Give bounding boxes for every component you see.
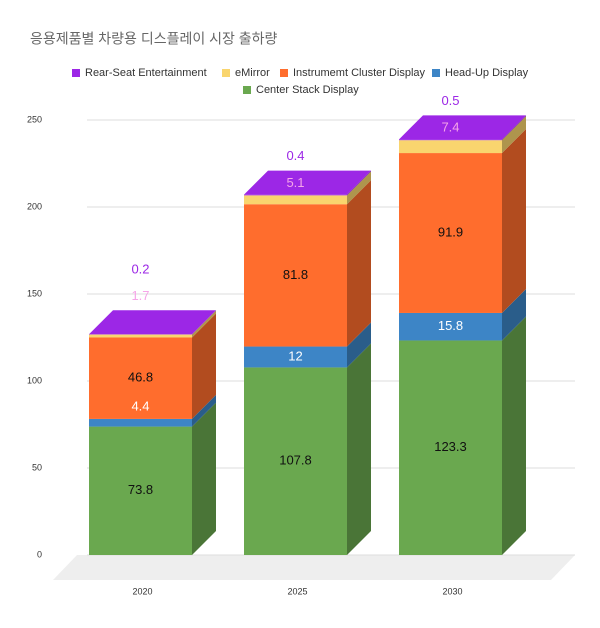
bar-side (347, 322, 371, 368)
y-tick-label: 150 (27, 288, 42, 298)
data-label: 12 (288, 348, 302, 363)
legend-label: Center Stack Display (256, 84, 359, 96)
bar-side (502, 129, 526, 313)
bar-segment (399, 139, 502, 141)
bar-side (347, 343, 371, 555)
bar-segment (89, 334, 192, 338)
data-label: 73.8 (128, 482, 153, 497)
bar-segment (244, 367, 347, 555)
bar-top (399, 115, 526, 140)
bar-side (192, 310, 216, 335)
y-tick-label: 50 (32, 462, 42, 472)
data-label: 4.4 (131, 398, 149, 413)
legend-label: Rear-Seat Entertainment (85, 67, 207, 79)
bar-segment (399, 140, 502, 154)
x-tick-label: 2025 (287, 586, 307, 596)
bar-segment (244, 204, 347, 347)
bar-side (192, 394, 216, 427)
data-label: 0.4 (286, 148, 304, 163)
bar-segment (89, 337, 192, 419)
chart-title: 응용제품별 차량용 디스플레이 시장 출하량 (30, 31, 278, 47)
bar-segment (244, 194, 347, 196)
data-label: 123.3 (434, 439, 467, 454)
bar-side (502, 115, 526, 141)
data-label: 15.8 (438, 318, 463, 333)
x-tick-label: 2030 (442, 586, 462, 596)
data-label: 5.1 (286, 175, 304, 190)
data-label: 1.7 (131, 288, 149, 303)
bar-side (347, 170, 371, 196)
bar-segment (89, 426, 192, 555)
legend-swatch (222, 69, 230, 77)
bar-top (244, 170, 371, 195)
legend: Rear-Seat Entertainment eMirror Instrumemt… (72, 67, 529, 96)
bar-side (347, 180, 371, 347)
bar-side (502, 288, 526, 341)
bar-segment (244, 346, 347, 368)
data-label: 91.9 (438, 224, 463, 239)
data-label: 107.8 (279, 453, 312, 468)
bar-side (347, 171, 371, 205)
data-label: 0.2 (131, 262, 149, 277)
y-tick-label: 250 (27, 114, 42, 124)
legend-label: eMirror (235, 67, 270, 79)
floor (53, 555, 575, 580)
bar-side (192, 402, 216, 555)
bar-side (502, 316, 526, 555)
data-label: 7.4 (441, 120, 459, 135)
bar-segment (399, 153, 502, 313)
y-tick-label: 200 (27, 201, 42, 211)
data-label: 46.8 (128, 370, 153, 385)
legend-label: Instrumemt Cluster Display (293, 67, 426, 79)
bar-side (192, 310, 216, 338)
legend-swatch (72, 69, 80, 77)
bar-side (502, 116, 526, 154)
legend-swatch (280, 69, 288, 77)
bar-segment (89, 418, 192, 427)
y-tick-label: 100 (27, 375, 42, 385)
data-label: 0.5 (441, 93, 459, 108)
bar-top (89, 310, 216, 335)
bar-segment (399, 340, 502, 555)
bar-segment (399, 312, 502, 341)
bar-segment (244, 195, 347, 205)
data-label: 81.8 (283, 267, 308, 282)
legend-swatch (243, 86, 251, 94)
legend-swatch (432, 69, 440, 77)
x-tick-label: 2020 (132, 586, 152, 596)
bar-side (192, 313, 216, 419)
y-tick-label: 0 (37, 549, 42, 559)
legend-label: Head-Up Display (445, 67, 529, 79)
